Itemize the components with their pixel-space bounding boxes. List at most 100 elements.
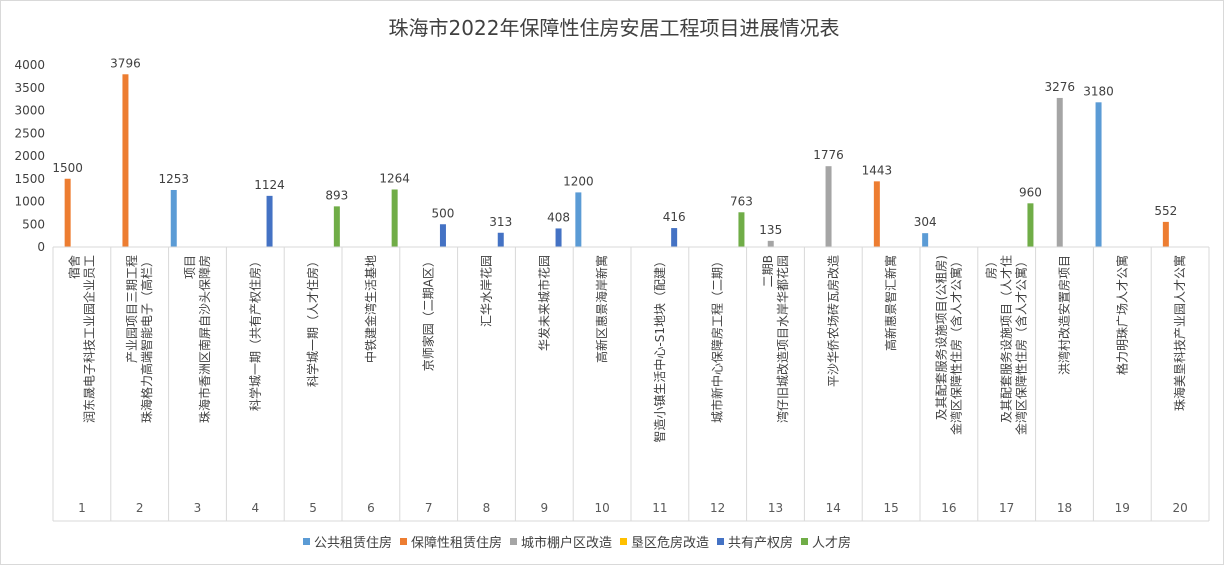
bar (266, 195, 273, 247)
y-tick-label: 1000 (14, 195, 45, 209)
data-label: 960 (1019, 185, 1042, 199)
data-label: 1500 (52, 161, 83, 175)
category-number: 13 (768, 501, 783, 515)
category-number: 18 (1057, 501, 1072, 515)
data-label: 1776 (813, 148, 844, 162)
category-number: 2 (136, 501, 144, 515)
category-number: 4 (251, 501, 259, 515)
data-label: 3276 (1044, 80, 1075, 94)
category-label: 及其配套服务设施项目（人才住 (999, 255, 1014, 423)
category-label: 金湾区保障性住房（含人才公寓） (948, 255, 963, 435)
bar (575, 192, 582, 247)
y-tick-label: 500 (22, 217, 45, 231)
category-label: 洪湾村改造安置房项目 (1057, 255, 1072, 375)
bar (391, 189, 398, 247)
category-label: 智造小镇生活中心-S1地块（配建） (652, 255, 667, 443)
data-label: 1443 (862, 163, 893, 177)
legend-label: 保障性租赁住房 (411, 535, 502, 551)
category-number: 6 (367, 501, 375, 515)
bar (825, 166, 832, 247)
bar (497, 232, 504, 247)
category-label: 中铁建金湾生活基地 (363, 255, 378, 363)
category-number: 19 (1115, 501, 1130, 515)
legend-swatch (801, 538, 808, 545)
legend-swatch (510, 538, 517, 545)
legend-label: 人才房 (812, 535, 851, 551)
category-label: 格力明珠广场人才公寓 (1114, 255, 1129, 375)
category-label: 湾仔旧城改造项目水岸华都花园 (775, 255, 790, 423)
bar (170, 189, 177, 247)
category-number: 5 (309, 501, 317, 515)
category-label: 珠海格力高端智能电子（高栏） (139, 255, 154, 423)
bar (1056, 97, 1063, 247)
category-label: 高新区惠景海岸新寓 (594, 255, 609, 363)
category-label: 二期B (761, 255, 775, 287)
category-number: 10 (594, 501, 609, 515)
category-number: 11 (652, 501, 667, 515)
data-labels: 1500 3796 1253 1124 893 1264 500 313 408 1200 416 7… (52, 56, 1177, 237)
data-label: 763 (730, 194, 753, 208)
legend-swatch (303, 538, 310, 545)
y-tick-label: 2000 (14, 149, 45, 163)
category-number: 15 (883, 501, 898, 515)
bar (555, 228, 562, 247)
category-number: 14 (826, 501, 841, 515)
data-label: 408 (547, 210, 570, 224)
category-label: 京师家园（二期A区） (421, 255, 436, 371)
bar (738, 212, 745, 247)
y-axis: 0 500 1000 1500 2000 2500 3000 3500 4000 (14, 58, 45, 254)
data-label: 304 (914, 215, 937, 229)
category-number: 3 (194, 501, 202, 515)
category-label: 项目 (183, 255, 197, 279)
bar (333, 206, 340, 247)
bar (122, 74, 129, 247)
bar (671, 228, 678, 247)
bar (922, 233, 929, 247)
bars (64, 74, 1169, 247)
category-label: 高新惠景智汇新寓 (883, 255, 898, 351)
category-number: 16 (941, 501, 956, 515)
legend-swatch (717, 538, 724, 545)
data-label: 135 (759, 223, 782, 237)
category-label: 珠海市香洲区南屏自沙头保障房 (197, 255, 212, 423)
category-label: 城市新中心保障房工程（二期） (710, 255, 725, 423)
category-number: 17 (999, 501, 1014, 515)
category-label: 科学城一期（人才住房） (305, 255, 320, 387)
y-tick-label: 3500 (14, 81, 45, 95)
category-number: 12 (710, 501, 725, 515)
legend: 公共租赁住房 保障性租赁住房 城市棚户区改造 垦区危房改造 共有产权房 人才房 (303, 535, 851, 551)
data-label: 416 (663, 210, 686, 224)
data-label: 1200 (563, 174, 594, 188)
category-label: 珠海美垦科技产业园人才公寓 (1172, 255, 1187, 411)
y-tick-label: 2500 (14, 126, 45, 140)
data-label: 313 (489, 215, 512, 229)
category-label: 科学城一期（共有产权住房） (247, 255, 262, 411)
legend-label: 城市棚户区改造 (521, 535, 612, 551)
legend-label: 共有产权房 (728, 535, 793, 551)
bar (1027, 203, 1034, 247)
y-tick-label: 1500 (14, 172, 45, 186)
category-label: 及其配套服务设施项目(公租房) (933, 255, 948, 420)
data-label: 893 (325, 188, 348, 202)
category-label: 汇华水岸花园 (479, 255, 494, 327)
data-label: 552 (1154, 204, 1177, 218)
data-label: 500 (431, 206, 454, 220)
bar (873, 181, 880, 247)
category-label: 房） (984, 255, 999, 279)
category-number: 1 (78, 501, 86, 515)
data-label: 3796 (110, 56, 141, 70)
category-label: 平沙华侨农场砖瓦房改造 (825, 255, 840, 387)
legend-label: 垦区危房改造 (631, 535, 709, 551)
bar (1095, 102, 1102, 247)
legend-swatch (400, 538, 407, 545)
bar (64, 178, 71, 247)
category-label: 润东晟电子科技工业园企业员工 (81, 255, 96, 423)
category-label: 宿舍 (66, 255, 81, 279)
data-label: 1264 (379, 171, 410, 185)
category-label: 金湾区保障性住房（含人才公寓） (1014, 255, 1029, 435)
data-label: 1253 (158, 172, 189, 186)
category-number: 8 (483, 501, 491, 515)
